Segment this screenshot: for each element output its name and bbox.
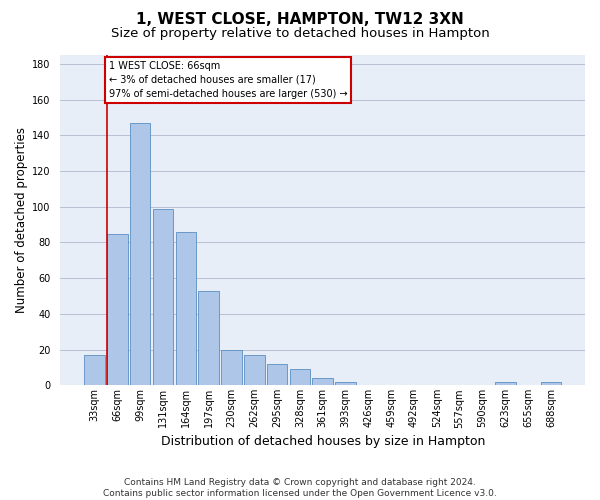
Bar: [152, 208, 173, 386]
X-axis label: Distribution of detached houses by size in Hampton: Distribution of detached houses by size …: [161, 434, 485, 448]
Bar: [267, 364, 287, 386]
Text: 1, WEST CLOSE, HAMPTON, TW12 3XN: 1, WEST CLOSE, HAMPTON, TW12 3XN: [136, 12, 464, 28]
Bar: [176, 232, 196, 386]
Bar: [495, 382, 515, 386]
Bar: [107, 234, 128, 386]
Text: Contains HM Land Registry data © Crown copyright and database right 2024.
Contai: Contains HM Land Registry data © Crown c…: [103, 478, 497, 498]
Bar: [290, 369, 310, 386]
Text: 1 WEST CLOSE: 66sqm
← 3% of detached houses are smaller (17)
97% of semi-detache: 1 WEST CLOSE: 66sqm ← 3% of detached hou…: [109, 61, 347, 99]
Bar: [199, 290, 219, 386]
Bar: [335, 382, 356, 386]
Bar: [130, 123, 151, 386]
Bar: [313, 378, 333, 386]
Bar: [541, 382, 561, 386]
Bar: [244, 355, 265, 386]
Text: Size of property relative to detached houses in Hampton: Size of property relative to detached ho…: [110, 28, 490, 40]
Bar: [221, 350, 242, 386]
Y-axis label: Number of detached properties: Number of detached properties: [15, 127, 28, 313]
Bar: [84, 355, 105, 386]
